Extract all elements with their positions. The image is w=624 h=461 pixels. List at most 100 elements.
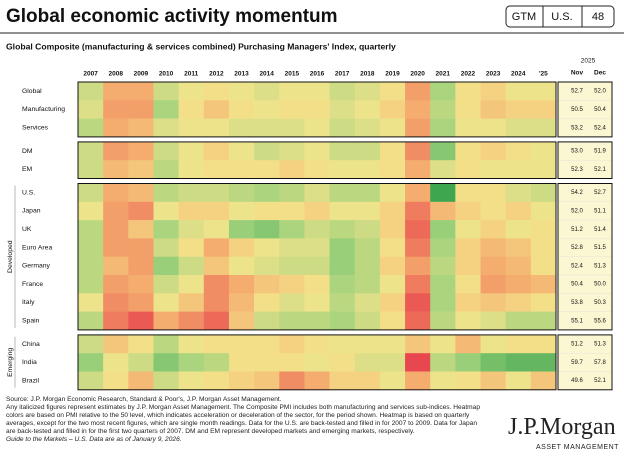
x-tick-label: 2020 — [410, 71, 425, 78]
heat-cell — [530, 334, 557, 354]
x-tick-label: '25 — [539, 71, 548, 78]
heat-cell — [304, 311, 330, 331]
heat-cell — [178, 82, 205, 101]
x-tick-label: 2010 — [159, 71, 174, 78]
heat-cell — [480, 118, 506, 138]
row-label: Spain — [22, 318, 40, 325]
heat-cell — [103, 311, 129, 331]
heat-cell — [455, 201, 481, 221]
heat-cell — [153, 275, 179, 294]
heat-cell — [354, 118, 381, 138]
heat-cell — [153, 201, 179, 221]
heat-cell — [128, 183, 154, 203]
heat-cell — [178, 353, 205, 372]
heat-cell — [254, 275, 280, 294]
row-label: Brazil — [22, 377, 39, 384]
heat-cell — [505, 141, 532, 161]
heat-cell — [505, 160, 532, 179]
group-frame — [77, 141, 557, 179]
heat-cell — [228, 275, 255, 294]
latest-value: 52.1 — [594, 167, 606, 173]
heat-cell — [505, 201, 532, 221]
heat-cell — [379, 275, 406, 294]
heat-cell — [480, 334, 506, 354]
heat-cell — [254, 160, 280, 179]
heat-cell — [455, 275, 481, 294]
heat-cell — [530, 371, 557, 391]
heat-cell — [430, 183, 456, 203]
heat-cell — [254, 334, 280, 354]
heat-cell — [430, 311, 456, 331]
heat-cell — [354, 100, 381, 119]
latest-value: 50.0 — [594, 282, 606, 288]
latest-value: 49.6 — [571, 378, 583, 384]
heat-cell — [405, 238, 431, 257]
row-label: India — [22, 359, 37, 366]
heat-cell — [530, 256, 557, 276]
heat-cell — [505, 311, 532, 331]
heat-cell — [78, 100, 104, 119]
heat-cell — [480, 160, 506, 179]
heat-cell — [279, 100, 305, 119]
group-frame — [557, 183, 613, 331]
latest-value: 57.8 — [594, 360, 606, 366]
heat-cell — [153, 82, 179, 101]
latest-value: 52.3 — [571, 167, 583, 173]
heat-cell — [78, 275, 104, 294]
heat-cell — [354, 141, 381, 161]
heat-cell — [455, 82, 481, 101]
heat-cell — [505, 256, 532, 276]
heat-cell — [505, 100, 532, 119]
heat-cell — [505, 238, 532, 257]
heat-cell — [304, 183, 330, 203]
heat-cell — [530, 275, 557, 294]
latest-value: 53.0 — [571, 149, 583, 155]
heat-cell — [304, 256, 330, 276]
heat-cell — [405, 334, 431, 354]
heat-cell — [128, 371, 154, 391]
heat-cell — [178, 220, 205, 239]
heat-cell — [203, 82, 230, 101]
heat-cell — [128, 118, 154, 138]
latest-column: Dec — [594, 70, 606, 77]
heat-cell — [103, 141, 129, 161]
badge: 48 — [592, 11, 604, 23]
heat-cell — [354, 82, 381, 101]
heat-cell — [279, 220, 305, 239]
heat-cell — [153, 100, 179, 119]
x-tick-label: 2015 — [285, 71, 300, 78]
heat-cell — [254, 183, 280, 203]
row-label: Japan — [22, 208, 41, 215]
heat-cell — [178, 334, 205, 354]
heat-cell — [430, 82, 456, 101]
heat-cell — [128, 256, 154, 276]
heat-cell — [354, 311, 381, 331]
heat-cell — [329, 353, 356, 372]
heat-cell — [304, 141, 330, 161]
heat-cell — [254, 201, 280, 221]
latest-value: 52.0 — [571, 209, 583, 215]
group-frame — [557, 141, 613, 179]
heat-cell — [203, 311, 230, 331]
heat-cell — [530, 238, 557, 257]
heat-cell — [379, 311, 406, 331]
heat-cell — [329, 256, 356, 276]
latest-value: 50.3 — [594, 300, 606, 306]
heat-cell — [530, 82, 557, 101]
heat-cell — [103, 220, 129, 239]
heat-cell — [379, 293, 406, 312]
heat-cell — [128, 275, 154, 294]
heat-cell — [254, 353, 280, 372]
heat-cell — [379, 353, 406, 372]
group-frame — [77, 81, 557, 138]
heat-cell — [430, 256, 456, 276]
heat-cell — [279, 275, 305, 294]
heat-cell — [405, 141, 431, 161]
heat-cell — [304, 353, 330, 372]
heat-cell — [254, 293, 280, 312]
heat-cell — [103, 256, 129, 276]
heat-cell — [405, 371, 431, 391]
heat-cell — [153, 293, 179, 312]
heat-cell — [455, 100, 481, 119]
heat-cell — [254, 82, 280, 101]
